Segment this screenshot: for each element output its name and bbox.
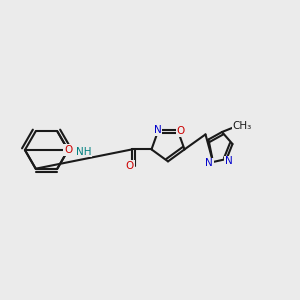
Text: CH₃: CH₃ [233,121,252,131]
Text: N: N [225,156,233,167]
Text: N: N [205,158,213,169]
Text: O: O [64,145,72,155]
Text: O: O [177,126,185,136]
Text: O: O [125,161,134,171]
Text: N: N [154,125,161,135]
Text: NH: NH [76,147,92,157]
